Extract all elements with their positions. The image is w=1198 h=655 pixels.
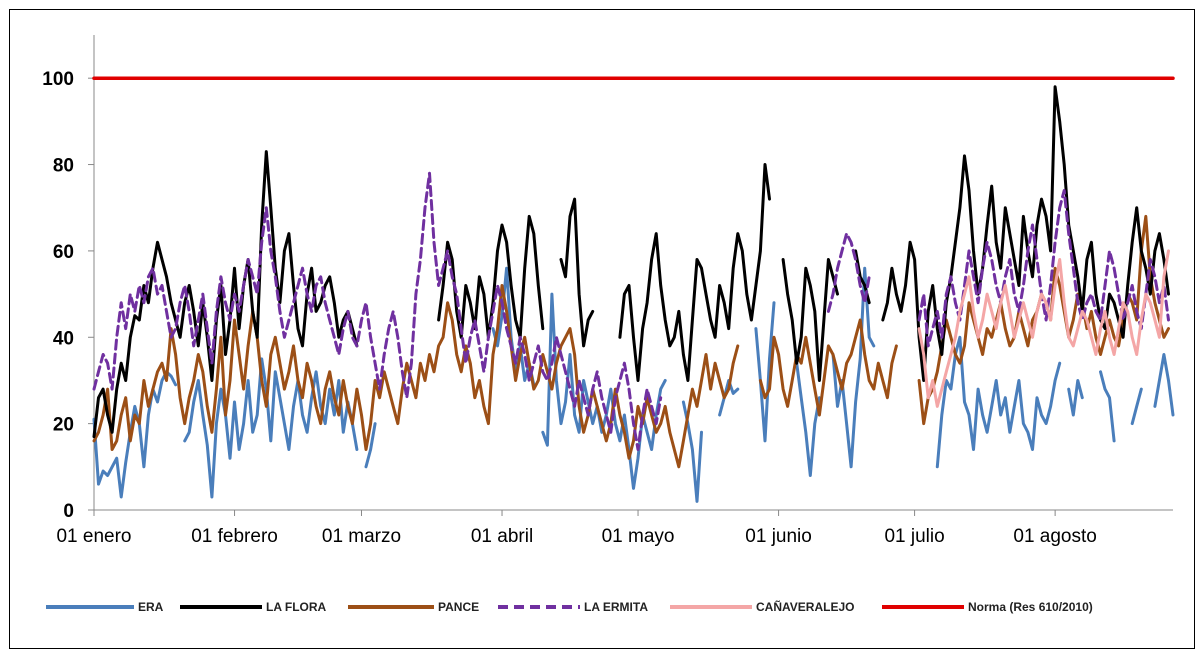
y-tick-label: 80 bbox=[53, 156, 74, 177]
y-tick-label: 60 bbox=[53, 242, 74, 263]
x-axis-ticks: 01 enero 01 febrero 01 marzo 01 abril 01 may… bbox=[56, 510, 1097, 547]
legend-label-pance: PANCE bbox=[438, 600, 479, 614]
legend-label-la-ermita: LA ERMITA bbox=[584, 600, 648, 614]
x-tick-label: 01 junio bbox=[745, 526, 812, 547]
x-tick-label: 01 julio bbox=[884, 526, 944, 547]
legend-label-norma-res-610-2010: Norma (Res 610/2010) bbox=[968, 600, 1093, 614]
y-tick-label: 20 bbox=[53, 415, 74, 436]
x-tick-label: 01 mayo bbox=[602, 526, 675, 547]
x-tick-label: 01 agosto bbox=[1013, 526, 1096, 547]
series-line-pance bbox=[92, 214, 1170, 469]
legend: ERA LA FLORA PANCE LA ERMITA CAÑAVERALEJO Nor… bbox=[46, 599, 1093, 614]
series-line-la-flora bbox=[92, 85, 1170, 439]
series-layer bbox=[92, 76, 1175, 503]
x-tick-label: 01 febrero bbox=[191, 526, 278, 547]
x-tick-label: 01 abril bbox=[471, 526, 533, 547]
legend-label-era: ERA bbox=[138, 600, 164, 614]
x-tick-label: 01 enero bbox=[56, 526, 131, 547]
legend-label-ca-averalejo: CAÑAVERALEJO bbox=[756, 599, 854, 614]
chart-frame: 0 20 40 60 80 100 01 enero 01 febrero 01 marzo 0… bbox=[9, 9, 1195, 649]
series-line-ca-averalejo bbox=[917, 249, 1170, 408]
y-axis-ticks: 0 20 40 60 80 100 bbox=[42, 69, 94, 522]
legend-label-la-flora: LA FLORA bbox=[266, 600, 327, 614]
y-tick-label: 100 bbox=[42, 69, 74, 90]
x-tick-label: 01 marzo bbox=[322, 526, 401, 547]
series-line-era bbox=[92, 266, 1175, 503]
y-tick-label: 40 bbox=[53, 328, 74, 349]
y-tick-label: 0 bbox=[63, 501, 74, 522]
